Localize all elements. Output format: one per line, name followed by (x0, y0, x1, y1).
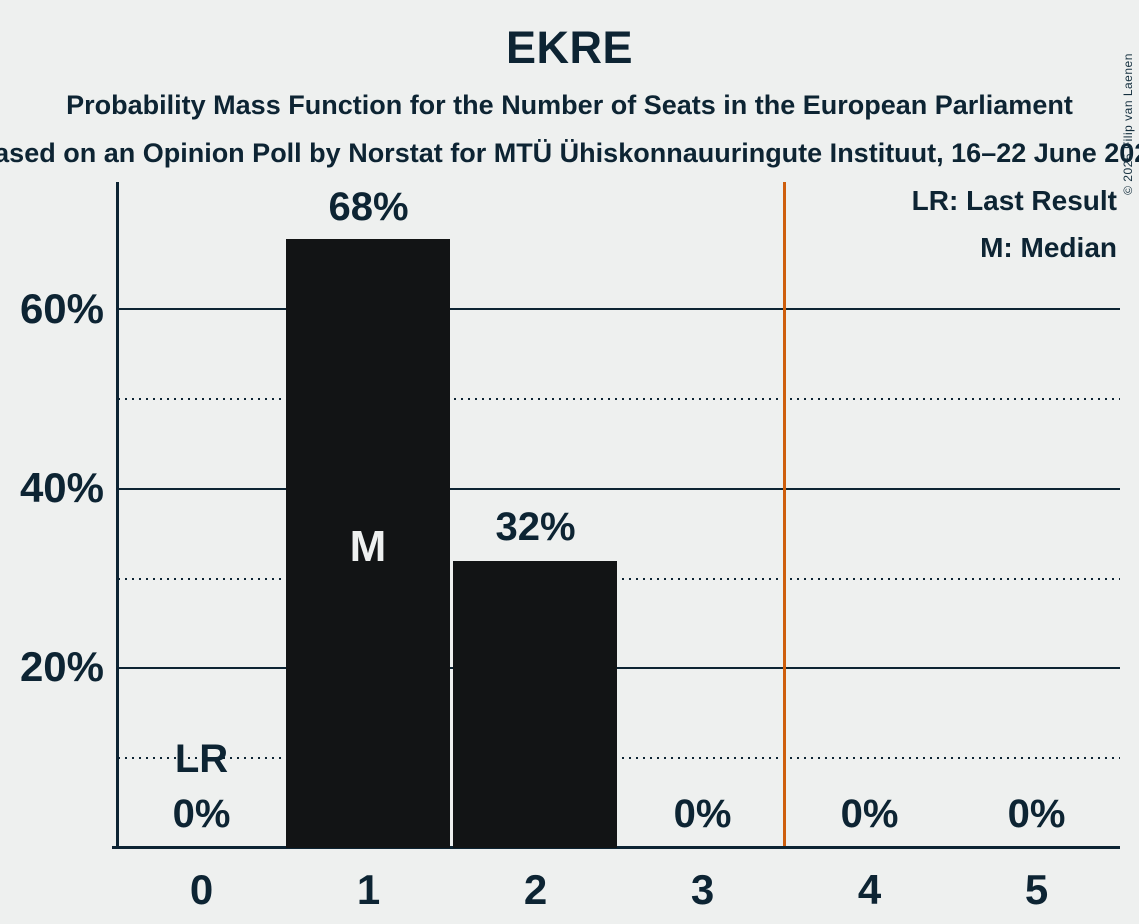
median-marker-label: M (349, 522, 387, 571)
last-result-line (783, 182, 786, 846)
y-tick-20: 20% (19, 643, 104, 690)
chart-title: EKRE (505, 22, 634, 73)
bar-label-1: 68% (328, 185, 409, 229)
legend-median: M: Median (980, 232, 1117, 263)
x-tick-5: 5 (1024, 866, 1049, 913)
bar-label-0: 0% (172, 792, 231, 836)
last-result-marker-label: LR (174, 737, 229, 781)
gridline-50pct (118, 398, 1120, 400)
x-tick-3: 3 (690, 866, 715, 913)
bar-label-4: 0% (840, 792, 899, 836)
gridline-40pct (118, 488, 1120, 490)
chart-subtitle: Probability Mass Function for the Number… (66, 90, 1073, 120)
bar-seats-2 (453, 561, 617, 848)
y-tick-40: 40% (19, 464, 104, 511)
bar-label-3: 0% (673, 792, 732, 836)
gridline-60pct (118, 308, 1120, 310)
legend-last-result: LR: Last Result (911, 185, 1117, 216)
x-tick-4: 4 (857, 866, 882, 913)
gridline-30pct (118, 578, 1120, 580)
chart-source-line: Based on an Opinion Poll by Norstat for … (0, 138, 1139, 168)
x-tick-0: 0 (189, 866, 214, 913)
x-tick-2: 2 (523, 866, 548, 913)
bar-label-2: 32% (495, 505, 576, 549)
bar-label-5: 0% (1007, 792, 1066, 836)
y-tick-60: 60% (19, 285, 104, 332)
bar-seats-1 (286, 239, 450, 848)
x-tick-1: 1 (356, 866, 381, 913)
copyright-vertical-text: © 2025 Filip van Laenen (1121, 53, 1135, 195)
gridline-10pct (118, 757, 1120, 759)
gridline-20pct (118, 667, 1120, 669)
y-axis-line (116, 182, 119, 849)
